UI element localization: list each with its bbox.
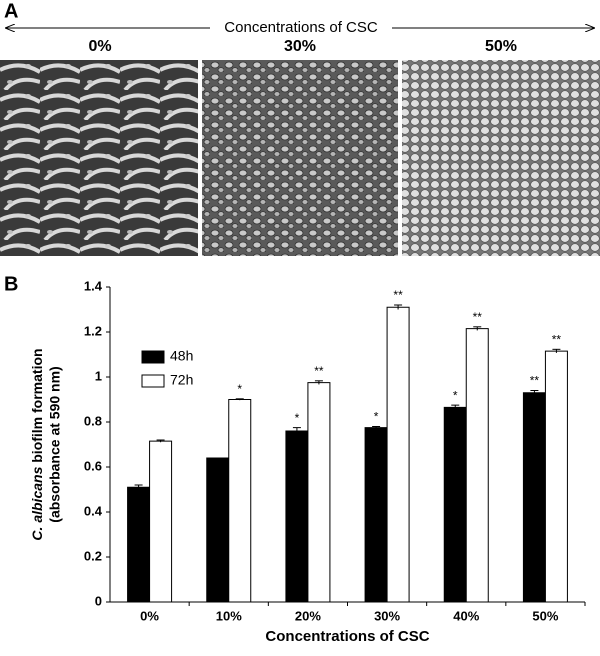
significance: * [295,411,300,425]
y-tick-label: 0.4 [84,503,103,518]
significance: * [453,388,458,402]
significance: ** [552,332,562,346]
chart: B C. albicans biofilm formation (absorbanc… [4,273,586,645]
x-tick-label: 30% [374,608,400,623]
bar [465,328,489,603]
image-label: 50% [485,38,517,55]
y-axis-label: (absorbance at 590 nm) [47,366,63,522]
bar [285,430,309,603]
legend-swatch [141,374,165,388]
bar [443,406,467,603]
y-tick-label: 1.2 [84,323,102,338]
bar [127,486,151,603]
y-tick-label: 0.6 [84,458,102,473]
significance: ** [393,288,403,302]
legend-label: 48h [170,348,193,364]
significance: * [237,382,242,396]
bar [206,457,230,603]
y-tick-label: 0.2 [84,548,102,563]
micrograph [202,60,398,256]
bar [149,440,173,603]
y-label-text: biofilm formation [29,348,45,462]
image-label: 30% [284,38,316,55]
panel-label: A [4,0,18,22]
bar [386,306,410,603]
significance: * [374,410,379,424]
y-axis-label: C. albicans biofilm formation [29,348,45,540]
x-axis-label: Concentrations of CSC [265,628,429,645]
x-tick-label: 0% [140,608,159,623]
y-tick-label: 1.4 [84,278,103,293]
bar [544,350,568,603]
legend-swatch [141,350,165,364]
significance: ** [530,374,540,388]
bar [228,399,252,603]
image-label: 0% [88,38,111,55]
x-tick-label: 10% [216,608,242,623]
axis-text: Concentrations of CSC [224,19,378,36]
bar [307,382,331,603]
y-label-species: C. albicans [29,466,45,540]
significance: ** [314,364,324,378]
y-tick-label: 0.8 [84,413,102,428]
y-tick-label: 0 [95,593,102,608]
x-tick-label: 20% [295,608,321,623]
bar [364,427,388,603]
micrograph [402,60,600,256]
bar [522,392,546,603]
x-tick-label: 40% [453,608,479,623]
significance: ** [473,310,483,324]
x-tick-label: 50% [532,608,558,623]
y-tick-label: 1 [95,368,102,383]
micrograph [0,60,198,256]
panel-label: B [4,273,18,295]
legend-label: 72h [170,372,193,388]
